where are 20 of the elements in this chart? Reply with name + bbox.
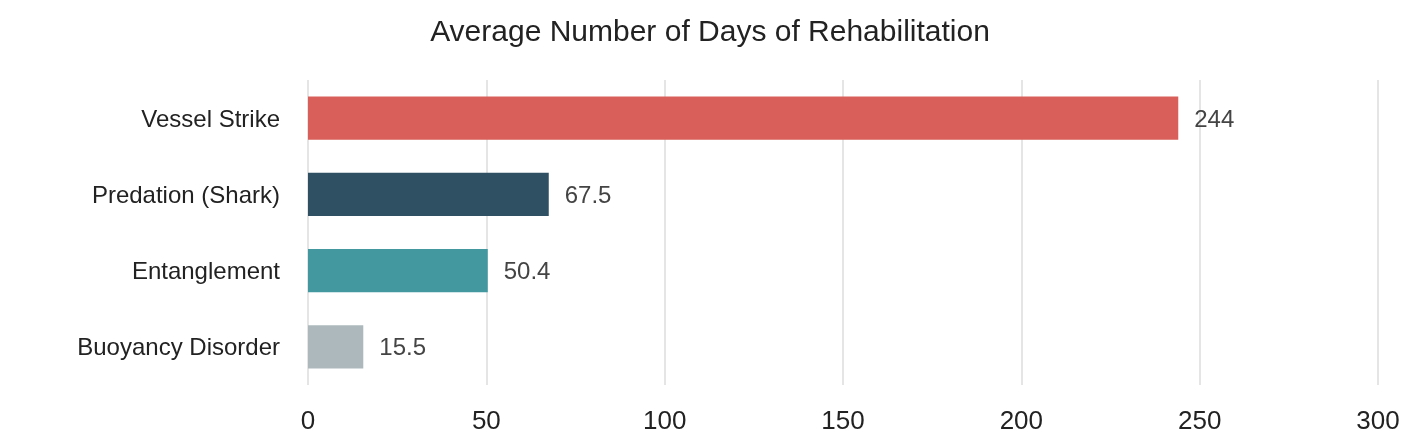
y-tick-label: Predation (Shark) [91, 180, 280, 208]
y-tick-label: Entanglement [131, 257, 281, 285]
x-tick-label: 0 [300, 405, 316, 435]
bar [308, 325, 364, 369]
y-tick-label: Vessel Strike [141, 104, 280, 132]
bar [308, 248, 488, 293]
data-label: 50.4 [503, 257, 551, 285]
bar [308, 96, 1179, 140]
x-tick-label: 300 [1356, 405, 1400, 435]
data-label: 244 [1194, 104, 1235, 132]
x-tick-label: 250 [1177, 405, 1222, 435]
data-label: 67.5 [564, 180, 612, 208]
y-tick-label: Buoyancy Disorder [77, 333, 280, 361]
x-tick-label: 50 [471, 405, 501, 435]
x-tick-label: 200 [999, 405, 1044, 435]
bar [308, 172, 549, 217]
data-label: 15.5 [379, 333, 426, 361]
x-tick-label: 100 [642, 405, 687, 435]
x-tick-label: 150 [821, 405, 865, 435]
chart-title: Average Number of Days of Rehabilitation [430, 13, 990, 47]
